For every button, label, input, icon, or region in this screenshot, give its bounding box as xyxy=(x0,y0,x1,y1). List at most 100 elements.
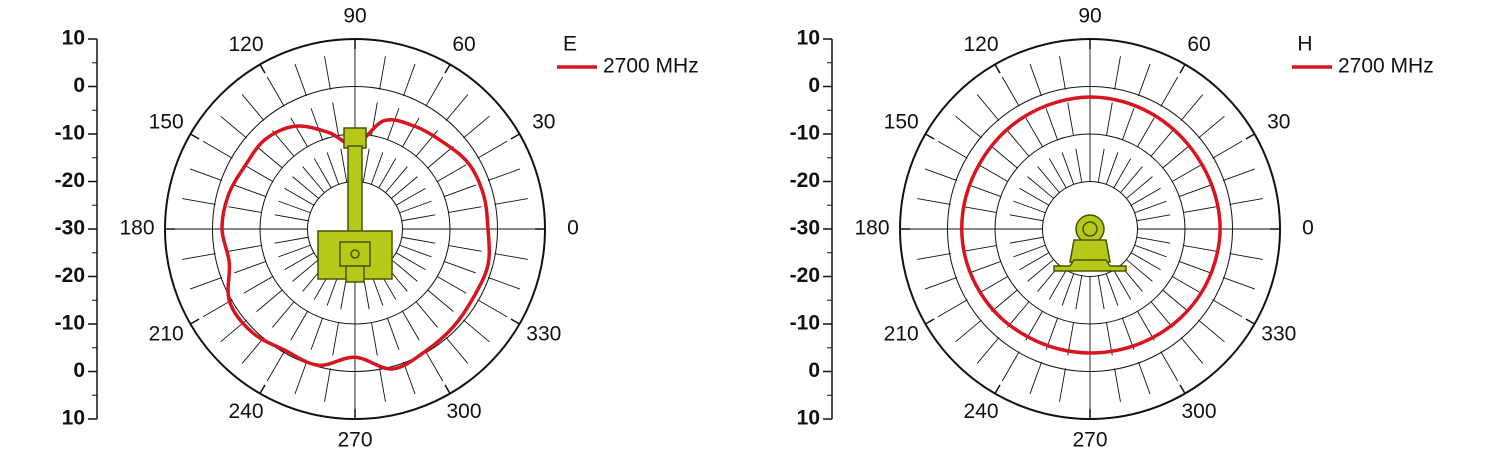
angle-tick xyxy=(510,318,520,325)
spoke xyxy=(236,87,325,193)
spoke xyxy=(1097,47,1123,183)
spoke xyxy=(385,265,474,371)
spoke xyxy=(236,265,325,371)
spoke xyxy=(1057,275,1083,411)
spoke xyxy=(1026,273,1075,403)
scale-label: 10 xyxy=(797,407,820,430)
angle-label: 150 xyxy=(884,111,919,134)
angle-tick xyxy=(444,384,451,394)
spoke xyxy=(395,252,515,322)
spoke xyxy=(395,136,515,206)
scale-label: -30 xyxy=(790,217,820,240)
polar-chart: 0 30 60 90 120 150 180 210 240 270 300 330 10 0 -10 -20… xyxy=(790,5,1434,452)
angle-tick xyxy=(190,133,200,140)
spoke xyxy=(391,110,497,199)
spoke xyxy=(391,259,497,348)
spoke xyxy=(1130,252,1250,322)
spoke xyxy=(213,110,319,199)
spoke xyxy=(908,196,1044,222)
spoke xyxy=(948,110,1054,199)
angle-label: 0 xyxy=(567,217,579,240)
spoke xyxy=(1105,55,1154,185)
angle-tick xyxy=(259,64,266,74)
spoke xyxy=(1130,136,1250,206)
angle-tick xyxy=(994,64,1001,74)
spoke xyxy=(370,273,419,403)
scale-label: 10 xyxy=(62,27,85,50)
spoke xyxy=(916,244,1046,293)
scale-label: 0 xyxy=(808,74,820,97)
spoke xyxy=(181,244,311,293)
legend-title: H xyxy=(1297,33,1312,56)
spoke xyxy=(1113,269,1183,389)
angle-label: 240 xyxy=(963,400,998,423)
spoke xyxy=(195,252,315,322)
angle-label: 330 xyxy=(526,323,561,346)
spoke xyxy=(971,87,1060,193)
spoke xyxy=(291,273,340,403)
spoke xyxy=(173,196,309,222)
angle-label: 210 xyxy=(149,323,184,346)
spoke xyxy=(1105,273,1154,403)
angle-tick xyxy=(994,384,1001,394)
spoke xyxy=(930,136,1050,206)
spoke xyxy=(1136,236,1272,262)
polar-chart: 0 30 60 90 120 150 180 210 240 270 300 330 10 0 -10 -20… xyxy=(55,5,699,452)
scale-label: -20 xyxy=(55,169,85,192)
angle-tick xyxy=(1245,133,1255,140)
scale-label: 0 xyxy=(73,74,85,97)
angle-tick xyxy=(1179,64,1186,74)
spoke xyxy=(322,275,348,411)
spoke xyxy=(1026,55,1075,185)
spoke xyxy=(1134,244,1264,293)
angle-label: 30 xyxy=(532,111,555,134)
spoke xyxy=(195,136,315,206)
scale-label: -20 xyxy=(55,264,85,287)
spoke xyxy=(401,196,537,222)
spoke xyxy=(399,165,529,214)
spoke xyxy=(1120,87,1209,193)
spoke xyxy=(378,69,448,189)
angle-label: 240 xyxy=(228,400,263,423)
scale-label: -30 xyxy=(55,217,85,240)
angle-tick xyxy=(190,318,200,325)
angle-label: 30 xyxy=(1267,111,1290,134)
angle-tick xyxy=(444,64,451,74)
legend-label: 2700 MHz xyxy=(603,55,699,78)
spoke xyxy=(385,87,474,193)
spoke xyxy=(291,55,340,185)
spoke xyxy=(173,236,309,262)
scale-label: -20 xyxy=(790,169,820,192)
antenna-icon xyxy=(1053,214,1127,272)
spoke xyxy=(916,165,1046,214)
angle-tick xyxy=(510,133,520,140)
scale-label: -20 xyxy=(790,264,820,287)
angle-label: 180 xyxy=(119,217,154,240)
pattern-line xyxy=(220,118,492,371)
spoke xyxy=(1113,69,1183,189)
angle-label: 210 xyxy=(884,323,919,346)
spoke xyxy=(362,47,388,183)
spoke xyxy=(971,265,1060,371)
spoke xyxy=(401,236,537,262)
spoke xyxy=(213,259,319,348)
angle-label: 300 xyxy=(446,400,481,423)
pattern-line xyxy=(959,95,1222,355)
spoke xyxy=(997,69,1067,189)
angle-label: 300 xyxy=(1181,400,1216,423)
scale-label: 10 xyxy=(797,27,820,50)
spoke xyxy=(1120,265,1209,371)
spoke xyxy=(362,275,388,411)
scale-label: -10 xyxy=(790,122,820,145)
spoke xyxy=(1097,275,1123,411)
angle-label: 120 xyxy=(228,33,263,56)
scale-label: -10 xyxy=(790,312,820,335)
legend-title: E xyxy=(563,33,577,56)
angle-label: 330 xyxy=(1261,323,1296,346)
spoke xyxy=(181,165,311,214)
angle-label: 180 xyxy=(854,217,889,240)
spoke xyxy=(908,236,1044,262)
scale-label: -10 xyxy=(55,312,85,335)
angle-tick xyxy=(925,133,935,140)
